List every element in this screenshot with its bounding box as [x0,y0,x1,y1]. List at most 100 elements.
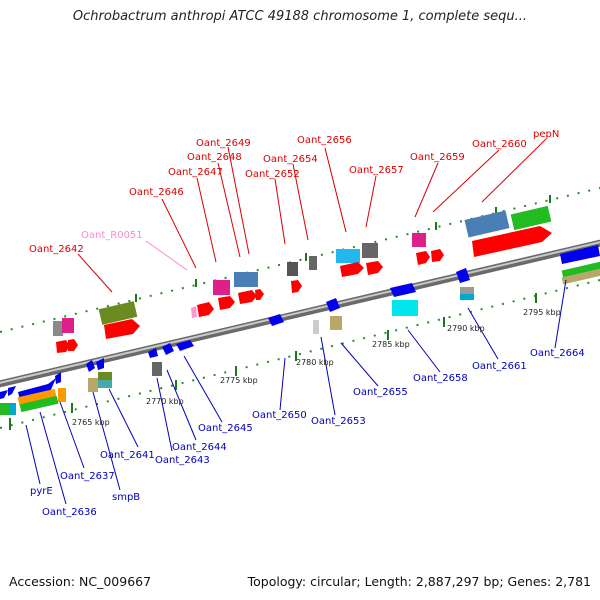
gene-arrow [176,340,194,351]
gene-arrow [291,280,302,293]
gene-block [561,268,600,285]
gene-block [62,318,74,333]
gene-arrow [56,340,70,353]
tick-label: 2780 kbp [296,358,334,367]
gene-label-oant-2636: Oant_2636 [42,507,97,518]
gene-arrow [560,245,600,264]
gene-block [234,272,258,287]
gene-block [98,372,112,380]
gene-label-oant-2656: Oant_2656 [297,135,352,146]
gene-block [561,261,600,278]
gene-label-oant-2653: Oant_2653 [311,416,366,427]
gene-label-smpb: smpB [112,492,140,503]
gene-block [362,243,378,258]
gene-arrow [268,314,284,326]
gene-arrow [8,386,16,396]
gene-label-oant-2645: Oant_2645 [198,423,253,434]
gene-block [392,300,418,316]
gene-block [10,403,16,415]
gene-label-oant-2657: Oant_2657 [349,165,404,176]
gene-block [287,262,298,276]
top-gene-labels: Oant_2642 Oant_R0051 Oant_2646 Oant_2647… [29,129,559,255]
gene-block [313,320,319,334]
gene-arrow [68,339,78,351]
gene-block [460,294,474,300]
gene-label-oant-2647: Oant_2647 [168,167,223,178]
gene-arrow [366,261,383,275]
gene-label-oant-2655: Oant_2655 [353,387,408,398]
tick-label: 2790 kbp [447,324,485,333]
tick-label: 2785 kbp [372,340,410,349]
gene-block [309,256,317,270]
tick-label: 2770 kbp [146,397,184,406]
gene-block [464,210,510,238]
gene-block [17,388,57,406]
gene-arrow [218,296,235,310]
rna-leader-line [145,240,188,271]
gene-label-oant-2654: Oant_2654 [263,154,318,165]
chromosome-backbone-highlight [0,241,600,384]
topology-summary: Topology: circular; Length: 2,887,297 bp… [247,574,591,589]
gene-arrow [431,249,444,262]
top-leader-lines [77,138,547,293]
gene-arrow [456,268,470,283]
bottom-gene-labels: pyrE Oant_2636 Oant_2637 smpB Oant_2641 … [30,348,585,518]
gene-label-oant-2642: Oant_2642 [29,244,84,255]
tick-labels: 2765 kbp 2770 kbp 2775 kbp 2780 kbp 2785… [72,308,561,427]
gene-arrow [18,378,56,400]
rna-feature [191,306,197,318]
gene-label-oant-2664: Oant_2664 [530,348,585,359]
gene-block [98,301,138,325]
gene-arrow [197,302,214,317]
gene-arrow [390,283,416,297]
gene-block [336,249,360,263]
gene-block [58,388,66,402]
gene-block [412,233,426,247]
gene-block [19,395,59,413]
gene-label-pyre: pyrE [30,486,53,497]
gene-block [510,205,552,231]
gene-label-oant-2648: Oant_2648 [187,152,242,163]
gene-label-oant-2643: Oant_2643 [155,455,210,466]
gene-arrow [255,289,264,300]
gene-label-oant-2652: Oant_2652 [245,169,300,180]
gene-arrow [340,262,364,277]
gene-arrow [55,372,61,384]
gene-block [98,380,112,388]
gene-label-oant-2644: Oant_2644 [172,442,227,453]
gene-label-oant-2660: Oant_2660 [472,139,527,150]
gene-label-oant-2661: Oant_2661 [472,361,527,372]
gene-arrow [238,290,257,304]
gene-block [213,280,230,295]
gene-arrow [472,226,552,257]
upper-guide-line [0,187,600,333]
gene-label-oant-2659: Oant_2659 [410,152,465,163]
gene-block [460,287,474,294]
gene-arrow [148,348,158,358]
tick-label: 2775 kbp [220,376,258,385]
bottom-features [0,245,600,415]
gene-arrow [86,360,95,372]
guide-ticks [9,195,551,430]
gene-label-oant-2637: Oant_2637 [60,471,115,482]
gene-label-oant-2646: Oant_2646 [129,187,184,198]
gene-label-oant-2649: Oant_2649 [196,138,251,149]
map-title: Ochrobactrum anthropi ATCC 49188 chromos… [72,9,528,24]
accession-text: Accession: NC_009667 [9,574,152,589]
tick-label: 2795 kbp [523,308,561,317]
rna-label-oant-r0051: Oant_R0051 [81,230,143,241]
lower-guide-line [0,279,600,429]
bottom-leader-lines [25,279,567,505]
gene-arrow [162,343,174,355]
gene-label-oant-2658: Oant_2658 [413,373,468,384]
gene-block [88,378,98,392]
gene-arrow [416,251,430,265]
gene-label-oant-2650: Oant_2650 [252,410,307,421]
gene-label-pepn: pepN [533,129,559,140]
gene-block [53,321,63,336]
gene-arrow [326,298,340,312]
gene-arrow [96,358,104,370]
gene-block [330,316,342,330]
tick-label: 2765 kbp [72,418,110,427]
